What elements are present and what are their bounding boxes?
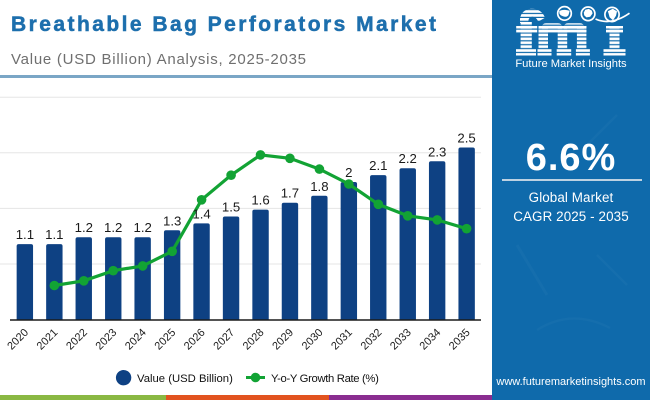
svg-text:1.1: 1.1: [45, 227, 63, 242]
svg-text:1.2: 1.2: [134, 220, 152, 235]
svg-text:2025: 2025: [153, 327, 179, 353]
svg-text:1.6: 1.6: [251, 193, 269, 208]
svg-text:2033: 2033: [388, 327, 414, 353]
svg-text:2.2: 2.2: [399, 151, 417, 166]
svg-text:1.8: 1.8: [310, 179, 328, 194]
svg-text:2031: 2031: [329, 327, 355, 353]
svg-text:1.5: 1.5: [222, 200, 240, 215]
svg-text:2.3: 2.3: [428, 144, 446, 159]
svg-text:2030: 2030: [300, 327, 326, 353]
svg-text:1.3: 1.3: [163, 213, 181, 228]
svg-text:Y-o-Y Growth Rate (%): Y-o-Y Growth Rate (%): [271, 373, 379, 385]
svg-text:1.2: 1.2: [104, 220, 122, 235]
svg-text:2029: 2029: [270, 327, 296, 353]
svg-text:1.7: 1.7: [281, 186, 299, 201]
svg-text:2023: 2023: [94, 327, 120, 353]
svg-text:2: 2: [345, 165, 352, 180]
svg-text:2022: 2022: [64, 327, 90, 353]
svg-text:Value (USD Billion): Value (USD Billion): [137, 373, 233, 385]
svg-text:2034: 2034: [418, 327, 444, 353]
svg-text:2032: 2032: [359, 327, 385, 353]
svg-text:1.2: 1.2: [75, 220, 93, 235]
svg-text:Future Market Insights: Future Market Insights: [515, 58, 627, 70]
svg-text:2024: 2024: [123, 327, 149, 353]
svg-text:2028: 2028: [241, 327, 267, 353]
svg-text:2020: 2020: [5, 327, 31, 353]
svg-text:2035: 2035: [447, 327, 473, 353]
svg-text:1.1: 1.1: [16, 227, 34, 242]
svg-text:2.5: 2.5: [457, 131, 475, 146]
svg-text:1.4: 1.4: [192, 206, 210, 221]
svg-text:2.1: 2.1: [369, 158, 387, 173]
svg-text:2021: 2021: [35, 327, 61, 353]
svg-text:2026: 2026: [182, 327, 208, 353]
svg-text:2027: 2027: [211, 327, 237, 353]
